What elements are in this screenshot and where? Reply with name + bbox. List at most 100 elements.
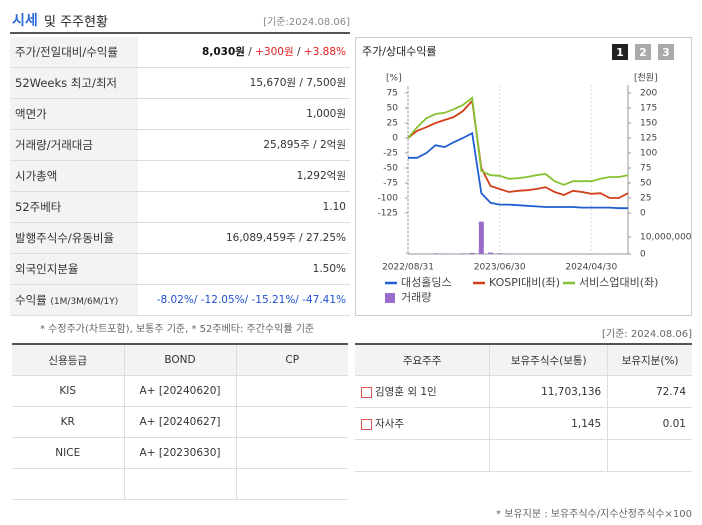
row-label: 거래량/거래대금: [10, 130, 138, 160]
row-label: 52주베타: [10, 192, 138, 222]
holder-text: 자사주: [375, 418, 404, 430]
holder-row: 김영훈 외 1인 11,703,136 72.74: [355, 375, 692, 408]
bond: A+ [20240620]: [123, 375, 236, 407]
tab-label[interactable]: 2: [639, 46, 647, 59]
bond: A+ [20230630]: [123, 437, 236, 469]
holder-text: 1,145: [571, 417, 602, 430]
holder-row: [355, 439, 692, 472]
holder-cell: 11,703,136: [489, 375, 608, 408]
value-part: 8,030원: [202, 46, 245, 58]
summary-row: 시가총액 1,292억원: [10, 161, 350, 192]
chart-title: 주가/상대수익률: [362, 45, 437, 58]
summary-note: * 수정주가(차트포함), 보통주 기준, * 52주베타: 주간수익률 기준: [40, 324, 315, 335]
value-part: /: [244, 46, 256, 58]
header-cell: CP: [235, 343, 348, 376]
credit-row: KIS A+ [20240620]: [12, 375, 348, 407]
cp: [235, 375, 348, 407]
header-row: 신용등급 BOND CP: [12, 343, 348, 376]
y-tick-label: 50: [387, 104, 399, 114]
tab-label[interactable]: 1: [616, 46, 624, 59]
header-subtitle: 및 주주현황: [44, 15, 108, 30]
row-value: 16,089,459주 / 27.25%: [226, 223, 346, 253]
value-text: 1,292억원: [296, 170, 346, 182]
y2-tick-label: 200: [640, 89, 657, 99]
x-tick-label: 2024/04/30: [565, 263, 617, 273]
value-part: +300원: [255, 46, 294, 58]
tab[interactable]: [635, 44, 651, 60]
volume-bar: [433, 253, 438, 254]
empty-cell: [12, 468, 124, 500]
shareholder-date: [기준: 2024.08.06]: [601, 329, 692, 340]
header-date: [기준:2024.08.06]: [263, 17, 350, 28]
y2-tick-label: 125: [640, 134, 657, 144]
expand-icon[interactable]: [361, 386, 372, 398]
y2-axis-label: [천원]: [634, 73, 658, 84]
y2-tick-label: 50: [640, 179, 652, 189]
row-value: 15,670원 / 7,500원: [250, 68, 346, 98]
tab[interactable]: [658, 44, 674, 60]
label-text: 외국인지분율: [15, 262, 79, 276]
value-text: 1.10: [322, 201, 346, 213]
summary-row: 수익률 (1M/3M/6M/1Y) -8.02%/ -12.05%/ -15.21…: [10, 285, 350, 316]
label-text: 주가/전일대비/수익률: [15, 45, 118, 59]
header-cell: 신용등급: [12, 343, 124, 376]
legend-label: 대성홀딩스: [401, 276, 452, 289]
y-tick-label: -125: [378, 209, 398, 219]
summary-row: 52Weeks 최고/최저 15,670원 / 7,500원: [10, 68, 350, 99]
grade: A+: [139, 416, 156, 428]
row-value: 8,030원 / +300원 / +3.88%: [202, 37, 346, 67]
y-tick-label: -100: [378, 194, 399, 204]
shareholder-table: 주요주주 보유주식수(보통) 보유지분(%) 김영훈 외 1인 11,703,136 72…: [355, 343, 692, 472]
series-line: [407, 98, 629, 199]
y-tick-label: -25: [383, 149, 398, 159]
empty-cell: [355, 439, 490, 472]
tab-label[interactable]: 3: [662, 46, 670, 59]
empty-cell: [123, 468, 236, 500]
series-line: [407, 96, 629, 186]
credit-row: KR A+ [20240627]: [12, 406, 348, 438]
y2-tick-label: 175: [640, 104, 657, 114]
row-value: -8.02%/ -12.05%/ -15.21%/ -47.41%: [157, 285, 346, 315]
expand-icon[interactable]: [361, 418, 372, 430]
row-value: 1.50%: [313, 254, 346, 284]
row-value: 1.10: [323, 192, 346, 222]
label-text: 발행주식수/유동비율: [15, 231, 115, 245]
row-label: 시가총액: [10, 161, 138, 191]
summary-row: 52주베타 1.10: [10, 192, 350, 223]
row-label: 발행주식수/유동비율: [10, 223, 138, 253]
grade-date: [20230630]: [158, 447, 221, 459]
tab[interactable]: [612, 44, 628, 60]
volume-bar: [405, 253, 411, 254]
value-text: 16,089,459주 / 27.25%: [225, 232, 346, 244]
bond: A+ [20240627]: [123, 406, 236, 438]
volume-bar: [497, 253, 503, 254]
row-value: 25,895주 / 2억원: [263, 130, 346, 160]
row-value: 1,292억원: [297, 161, 346, 191]
agency: KIS: [12, 375, 124, 407]
cp: [235, 437, 348, 469]
grade-date: [20240620]: [158, 385, 221, 397]
value-text: -8.02%/ -12.05%/ -15.21%/ -47.41%: [156, 294, 346, 306]
value-text: 1,000원: [306, 108, 346, 120]
row-label: 주가/전일대비/수익률: [10, 37, 138, 67]
holder-cell: 72.74: [607, 375, 692, 408]
value-text: 15,670원 / 7,500원: [249, 77, 346, 89]
chart-panel: [355, 37, 692, 316]
y2-tick-label: 0: [640, 209, 646, 219]
label-text: 52Weeks 최고/최저: [15, 76, 117, 90]
row-label: 52Weeks 최고/최저: [10, 68, 138, 98]
row-label: 외국인지분율: [10, 254, 138, 284]
volume-bar: [506, 253, 512, 254]
volume-bar: [488, 252, 493, 254]
value-text: 25,895주 / 2억원: [263, 139, 346, 151]
summary-row: 주가/전일대비/수익률 8,030원 / +300원 / +3.88%: [10, 37, 350, 68]
holder-text: 72.74: [655, 385, 686, 398]
summary-row: 거래량/거래대금 25,895주 / 2억원: [10, 130, 350, 161]
legend-label: 서비스업대비(좌): [579, 276, 658, 289]
holder-cell: 자사주: [355, 407, 490, 440]
label-sub: (1M/3M/6M/1Y): [50, 297, 119, 307]
series-line: [408, 131, 628, 210]
summary-row: 액면가 1,000원: [10, 99, 350, 130]
